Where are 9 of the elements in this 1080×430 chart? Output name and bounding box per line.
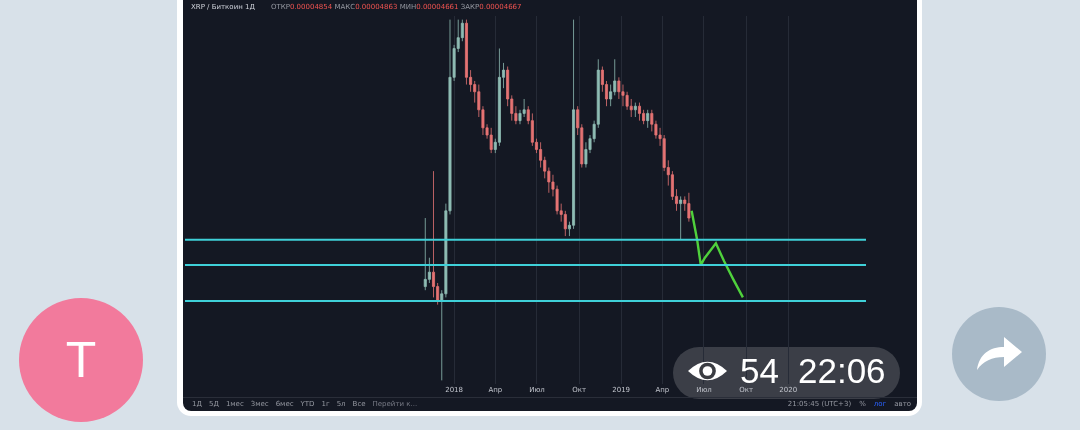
avatar-circle: T [19, 298, 143, 422]
candlestick [679, 195, 683, 241]
candlestick [646, 109, 650, 129]
candlestick [633, 102, 637, 118]
candlestick [687, 192, 691, 223]
candlestick [489, 127, 493, 154]
candlestick [637, 102, 641, 122]
candlestick [423, 217, 427, 291]
annotation: 22:06 [798, 351, 886, 390]
